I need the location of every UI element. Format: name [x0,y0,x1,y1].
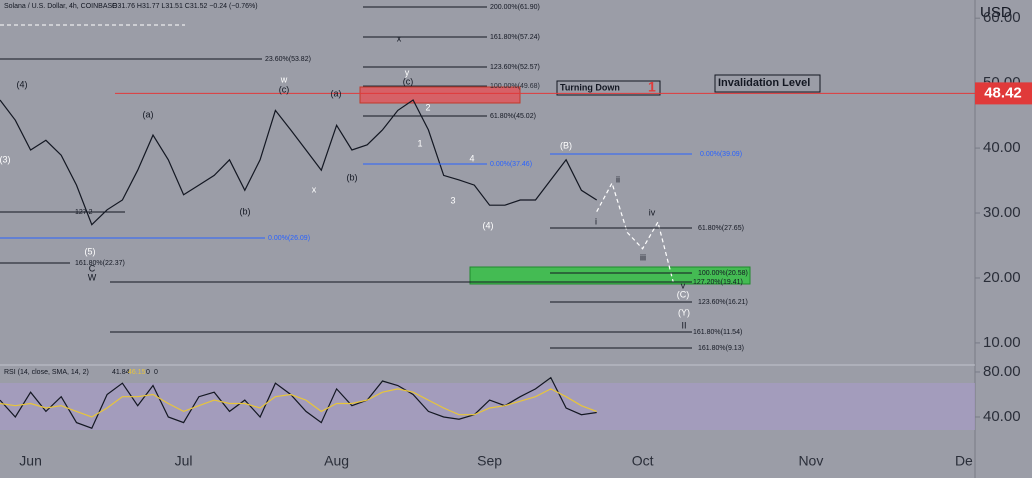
note-box [556,80,661,96]
currency: USD [980,4,1012,21]
wave-label: C [89,263,96,273]
wave-label: y [405,67,410,77]
target-zone [469,266,751,285]
note: 1 [648,79,656,95]
note: Invalidation Level [718,77,810,89]
x-tick-label: Nov [798,453,823,469]
wave-label: (4) [483,220,494,230]
wave-label: II [681,320,686,330]
x-tick-label: Sep [477,453,502,469]
wave-label: W [88,272,97,282]
wave-label: 3 [450,195,455,205]
wave-label: iii [640,252,646,262]
price-label: 48.42 [984,84,1022,101]
x-tick-label: Jul [175,453,193,469]
wave-label: 2 [425,102,430,112]
fib-label: 0.00%(39.09) [700,151,742,158]
wave-label: i [595,216,597,226]
wave-label: v [681,280,686,290]
fib-label: 100.00%(49.68) [490,83,540,90]
wave-label: (b) [240,206,251,216]
series-line [0,99,598,226]
note: Turning Down [560,82,620,92]
fib-label: 0.00%(26.09) [268,235,310,242]
series-line [596,181,674,283]
y-tick-label: 20.00 [983,269,1021,286]
wave-label: 4 [469,153,474,163]
fib-label: 123.60%(52.57) [490,64,540,71]
wave-label: (a) [331,88,342,98]
series-line [0,388,597,418]
wave-label: x [397,33,402,43]
y-tick-label: 60.00 [983,9,1021,26]
wave-label: (C) [677,289,690,299]
note-box [714,74,821,93]
fib-label: 161.80%(11.54) [693,329,742,336]
fib-label: 0.00%(37.46) [490,161,532,168]
y-tick-label: 40.00 [983,408,1021,425]
fib-label: 61.80%(45.02) [490,113,536,120]
fib-label: 61.80%(27.65) [698,225,744,232]
rsi-value: 41.84 [112,369,130,376]
wave-label: x [312,184,317,194]
fib-label: 200.00%(61.90) [490,4,540,11]
x-tick-label: De [955,453,973,469]
y-tick-label: 80.00 [983,363,1021,380]
x-tick-label: Aug [324,453,349,469]
fib-label: 161.80%(9.13) [698,345,744,352]
x-tick-label: Jun [19,453,42,469]
fib-label: 123.60%(16.21) [698,299,748,306]
wave-label: (Y) [678,307,690,317]
resistance-zone [359,86,521,104]
wave-label: (4) [17,79,28,89]
rsi-value: 46.15 [128,369,146,376]
series-line [0,376,597,429]
wave-label: (3) [0,154,11,164]
wave-label: w [280,74,288,84]
wave-label: (b) [347,172,358,182]
wave-label: ii [616,174,620,184]
wave-label: (5) [85,246,96,256]
chart-header: Solana / U.S. Dollar, 4h, COINBASE [4,3,117,10]
wave-label: 1 [417,138,422,148]
wave-label: (c) [403,76,414,86]
rsi-value: 0 [154,369,158,376]
fib-label: 100.00%(20.58) [698,270,748,277]
rsi-header: RSI (14, close, SMA, 14, 2) [4,369,89,376]
y-tick-label: 40.00 [983,139,1021,156]
price-label-box [975,82,1032,105]
fib-label: 127.20%(19.41) [693,279,743,286]
rsi-band [0,383,975,430]
fib-label: 23.60%(53.82) [265,56,311,63]
wave-label: iv [649,207,656,217]
rsi-value: 0 [146,369,150,376]
fib-label: 161.80%(57.24) [490,34,540,41]
wave-label: (a) [143,109,154,119]
wave-label: (B) [560,140,572,150]
y-tick-label: 10.00 [983,334,1021,351]
x-tick-label: Oct [632,453,654,469]
y-tick-label: 30.00 [983,204,1021,221]
fib-label: 127.2 [75,209,93,216]
fib-label: 161.80%(22.37) [75,260,125,267]
wave-label: (c) [279,84,290,94]
ohlc: O31.76 H31.77 L31.51 C31.52 −0.24 (−0.76… [112,3,258,10]
